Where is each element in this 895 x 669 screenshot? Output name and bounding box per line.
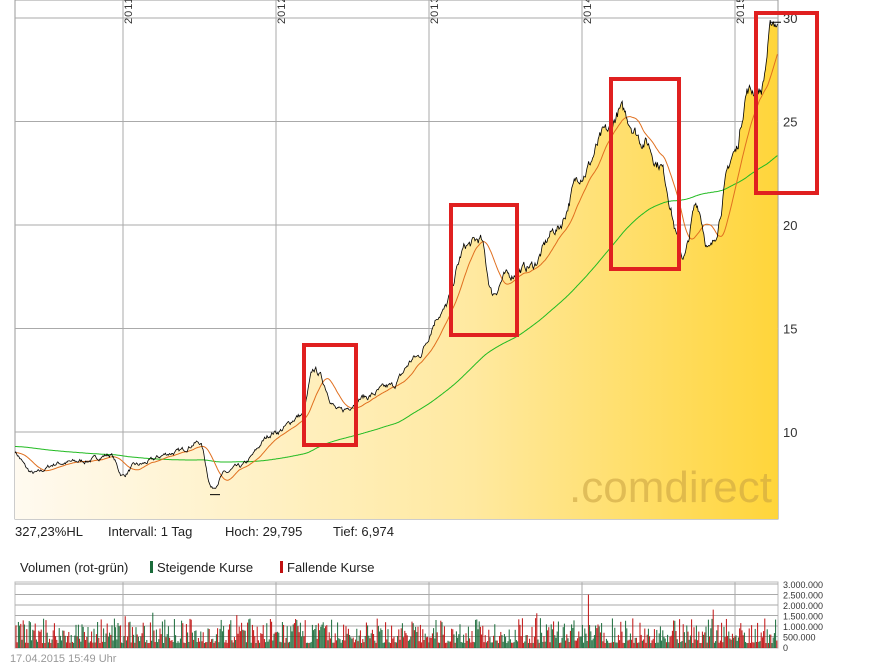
volume-tick-label: 1.000.000: [783, 622, 823, 632]
performance-label: 327,23%HL: [15, 524, 83, 539]
price-line: [14, 20, 778, 489]
volume-tick-label: 3.000.000: [783, 580, 823, 590]
volume-tick-label: 1.500.000: [783, 612, 823, 622]
legend-falling: Fallende Kurse: [280, 560, 374, 575]
interval-label: Intervall: 1 Tag: [108, 524, 193, 539]
volume-tick-label: 500.000: [783, 633, 816, 643]
low-label: Tief: 6,974: [333, 524, 394, 539]
volume-tick-label: 0: [783, 643, 788, 653]
legend-rising: Steigende Kurse: [150, 560, 253, 575]
volume-tick-label: 2.500.000: [783, 591, 823, 601]
x-tick-label: 2011: [123, 0, 135, 24]
highlight-box: [609, 77, 681, 271]
y-tick-label: 20: [783, 218, 797, 233]
volume-tick-label: 2.000.000: [783, 601, 823, 611]
price-area: [15, 20, 778, 519]
highlight-box: [754, 11, 819, 195]
watermark: .comdirect: [569, 463, 772, 512]
y-tick-label: 10: [783, 425, 797, 440]
high-label: Hoch: 29,795: [225, 524, 303, 539]
x-tick-label: 2013: [429, 0, 441, 24]
y-tick-label: 15: [783, 322, 797, 337]
x-tick-label: 2015: [735, 0, 747, 24]
volume-title: Volumen (rot-grün): [20, 560, 129, 575]
highlight-box: [302, 343, 358, 447]
highlight-box: [449, 203, 519, 337]
x-tick-label: 2014: [582, 0, 594, 24]
moving-average-short: [15, 54, 778, 481]
timestamp: 17.04.2015 15:49 Uhr: [10, 653, 117, 665]
moving-average-long: [15, 155, 778, 463]
x-tick-label: 2012: [276, 0, 288, 24]
y-tick-label: 25: [783, 115, 797, 130]
